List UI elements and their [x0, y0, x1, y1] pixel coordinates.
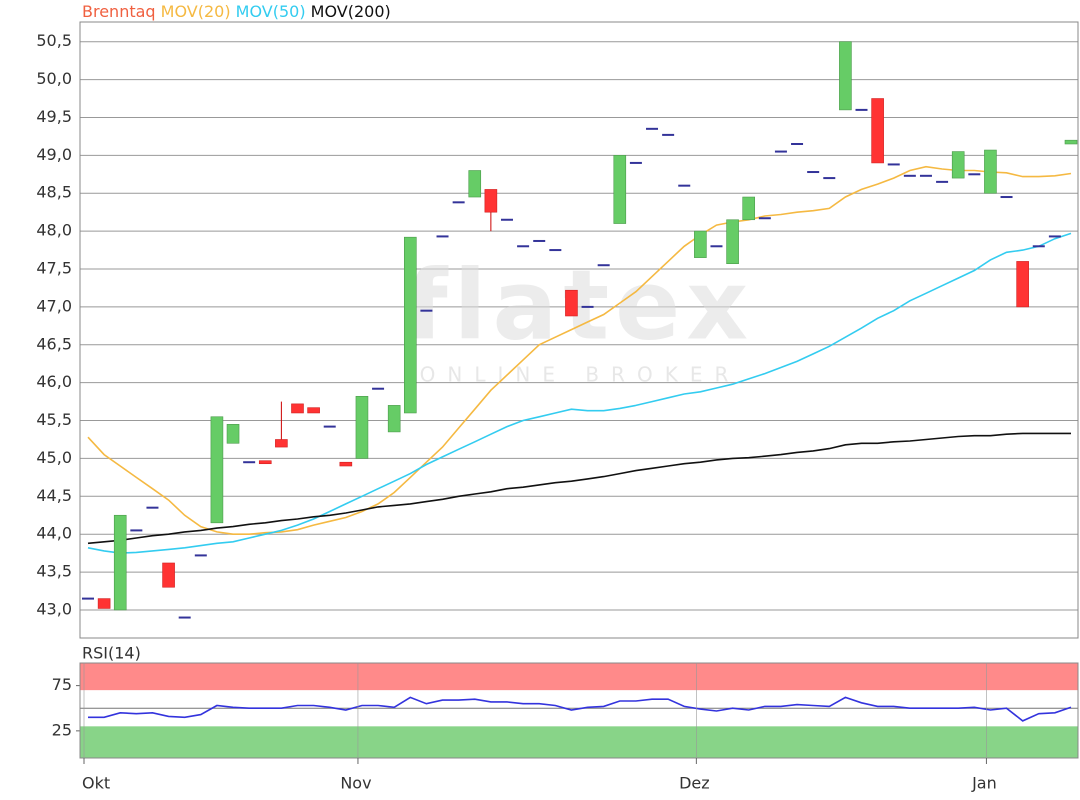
- y-tick-label: 47,5: [36, 259, 72, 278]
- moving-average: [87, 165, 1072, 535]
- moving-average: [87, 232, 1072, 554]
- candle-body: [742, 196, 756, 221]
- candle-body: [307, 407, 320, 414]
- candle-body: [97, 598, 111, 609]
- y-tick-label: 43,5: [36, 562, 72, 581]
- candle-body: [484, 189, 498, 213]
- candle-body: [258, 460, 272, 465]
- x-tick-label: Jan: [971, 774, 997, 793]
- candle-body: [1064, 139, 1078, 145]
- candle-body: [387, 405, 401, 433]
- y-tick-label: 46,0: [36, 372, 72, 391]
- plot-area: [80, 22, 1078, 638]
- moving-average: [87, 432, 1071, 545]
- y-tick-label: 48,0: [36, 221, 72, 240]
- candle-body: [162, 562, 175, 588]
- legend-title: Brenntaq: [82, 2, 156, 21]
- y-tick-label: 44,0: [36, 524, 72, 543]
- y-tick-label: 45,5: [36, 410, 72, 429]
- y-tick-label: 50,5: [36, 31, 72, 50]
- y-tick-label: 75: [52, 675, 72, 694]
- band: [80, 726, 1078, 758]
- y-tick-label: 48,5: [36, 183, 72, 202]
- rsi-line: [88, 696, 1072, 722]
- plot-frame: [79, 662, 1079, 759]
- y-tick-label: 43,0: [36, 599, 72, 618]
- candle-body: [565, 289, 578, 317]
- x-tick-label: Okt: [82, 774, 110, 793]
- candle-body: [355, 395, 369, 459]
- legend-entry: MOV(50): [236, 2, 306, 21]
- candle-body: [613, 155, 627, 224]
- candle-body: [468, 170, 482, 198]
- candle-body: [694, 230, 707, 258]
- legend: Brenntaq MOV(20) MOV(50) MOV(200): [82, 2, 391, 21]
- candle-body: [226, 424, 240, 444]
- plot-frame: [79, 21, 1079, 639]
- candle-body: [275, 439, 288, 448]
- panel-label: RSI(14): [82, 644, 141, 663]
- y-tick-label: 25: [52, 720, 72, 739]
- candle-body: [403, 236, 417, 414]
- candle-body: [984, 149, 997, 194]
- candle-body: [951, 151, 965, 179]
- y-tick-label: 49,0: [36, 145, 72, 164]
- watermark: flatex: [406, 249, 754, 361]
- y-tick-label: 50,0: [36, 69, 72, 88]
- y-tick-label: 46,5: [36, 334, 72, 353]
- candle-body: [291, 403, 304, 414]
- y-tick-label: 49,5: [36, 107, 72, 126]
- candle-body: [839, 41, 852, 111]
- candle-body: [113, 514, 127, 611]
- candle-body: [726, 219, 739, 265]
- band: [80, 663, 1078, 691]
- y-tick-label: 45,0: [36, 448, 72, 467]
- candle-body: [210, 416, 224, 524]
- candle-body: [1016, 261, 1029, 308]
- legend-entry: MOV(20): [161, 2, 231, 21]
- candle-body: [339, 461, 353, 467]
- x-tick-label: Dez: [679, 774, 710, 793]
- y-tick-label: 47,0: [36, 296, 72, 315]
- watermark-sub: ONLINE BROKER: [420, 363, 741, 387]
- y-tick-label: 44,5: [36, 486, 72, 505]
- candle-body: [871, 98, 884, 164]
- legend-entry: MOV(200): [311, 2, 391, 21]
- x-tick-label: Nov: [340, 774, 371, 793]
